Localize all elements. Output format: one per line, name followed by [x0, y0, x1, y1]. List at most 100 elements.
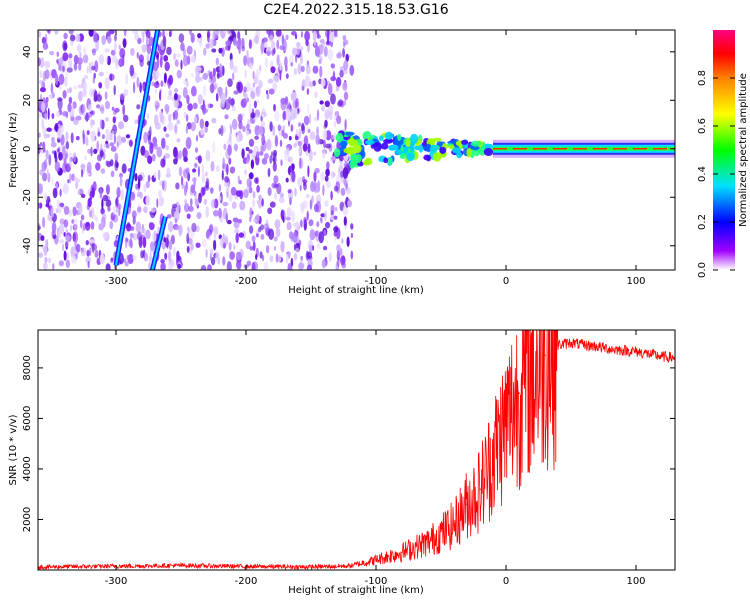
noise-blob: [274, 219, 281, 229]
noise-blob: [233, 143, 238, 151]
noise-blob: [239, 200, 246, 211]
noise-blob: [201, 239, 208, 248]
noise-blob: [146, 43, 152, 55]
noise-blob: [205, 171, 208, 177]
colorbar-ticks: 0.0 0.2 0.4 0.6 0.8: [697, 70, 735, 278]
noise-blob: [40, 235, 45, 241]
noise-blob: [55, 208, 59, 214]
noise-blob: [70, 246, 75, 258]
noise-blob: [272, 156, 276, 162]
noise-blob: [238, 232, 245, 238]
noise-blob: [252, 218, 257, 223]
noise-blob: [136, 76, 140, 88]
noise-blob: [109, 30, 115, 35]
noise-blob: [304, 30, 310, 42]
colorbar-tick-label: 0.8: [697, 70, 708, 86]
noise-blob: [160, 80, 164, 87]
noise-blob: [272, 125, 275, 137]
noise-blob: [229, 251, 236, 261]
noise-blob: [298, 262, 304, 270]
noise-blob: [59, 202, 64, 208]
noise-blob: [268, 88, 275, 95]
noise-blob: [306, 251, 313, 259]
noise-blob: [325, 143, 331, 149]
noise-blob: [59, 218, 65, 225]
noise-blob: [333, 144, 336, 150]
noise-blob: [195, 73, 201, 84]
noise-blob: [71, 255, 78, 264]
noise-blob: [105, 199, 112, 207]
noise-blob: [174, 59, 179, 67]
noise-blob: [62, 52, 69, 62]
noise-blob: [87, 148, 91, 154]
noise-blob: [63, 32, 68, 40]
noise-blob: [105, 133, 111, 142]
noise-blob: [207, 103, 210, 110]
noise-blob: [309, 131, 316, 141]
noise-blob: [143, 184, 147, 192]
noise-blob: [255, 253, 258, 261]
noise-blob: [73, 218, 78, 231]
signal-blob: [484, 143, 491, 149]
noise-blob: [222, 157, 225, 169]
noise-blob: [64, 76, 68, 87]
noise-blob: [159, 56, 163, 68]
noise-blob: [269, 201, 276, 208]
noise-blob: [289, 232, 293, 240]
noise-blob: [314, 116, 317, 122]
noise-blob: [234, 229, 240, 234]
noise-blob: [236, 81, 241, 91]
snr-y-tick-label: 8000: [22, 355, 33, 380]
noise-blob: [77, 57, 83, 65]
noise-blob: [248, 39, 252, 49]
noise-blob: [167, 221, 174, 233]
noise-blob: [114, 34, 117, 42]
snr-point: [453, 523, 455, 526]
noise-blob: [258, 79, 263, 89]
noise-blob: [307, 128, 311, 133]
noise-blob: [149, 250, 152, 263]
noise-blob: [178, 166, 183, 177]
noise-blob: [295, 97, 299, 110]
noise-blob: [342, 81, 348, 91]
noise-blob: [194, 162, 198, 168]
signal-blob: [397, 133, 402, 142]
noise-blob: [49, 201, 52, 207]
noise-blob: [88, 30, 94, 37]
noise-blob: [66, 88, 70, 94]
noise-blob: [319, 100, 324, 105]
noise-blob: [322, 184, 325, 196]
snr-point: [570, 341, 572, 344]
noise-blob: [271, 182, 278, 189]
noise-blob: [46, 127, 52, 132]
noise-blob: [64, 235, 71, 242]
signal-blob: [405, 138, 411, 148]
noise-blob: [142, 83, 145, 91]
noise-blob: [224, 45, 231, 51]
noise-blob: [320, 217, 323, 222]
noise-blob: [78, 203, 83, 215]
noise-blob: [268, 228, 275, 240]
noise-blob: [263, 223, 270, 231]
noise-blob: [142, 31, 145, 43]
noise-blob: [38, 57, 41, 67]
noise-blob: [202, 99, 205, 110]
heatmap-y-tick-label: -40: [22, 238, 33, 254]
noise-blob: [164, 252, 168, 260]
noise-blob: [303, 135, 309, 147]
noise-blob: [331, 170, 334, 180]
noise-blob: [244, 69, 247, 80]
noise-blob: [273, 175, 279, 184]
noise-blob: [251, 262, 256, 270]
noise-blob: [72, 206, 77, 217]
noise-blob: [89, 190, 93, 201]
signal-blob: [381, 142, 389, 150]
noise-blob: [131, 210, 137, 219]
noise-blob: [170, 262, 176, 268]
noise-blob: [95, 162, 101, 171]
noise-blob: [246, 178, 252, 188]
signal-blob: [430, 144, 438, 153]
noise-blob: [350, 232, 354, 239]
noise-blob: [67, 103, 72, 113]
noise-blob: [186, 213, 191, 219]
